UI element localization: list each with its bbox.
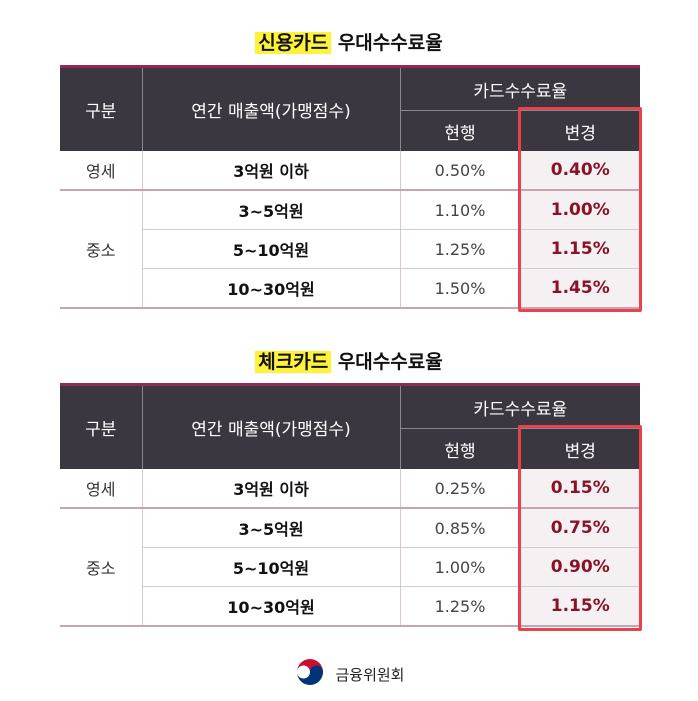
category-cell: 중소 bbox=[60, 190, 143, 309]
header-category: 구분 bbox=[60, 384, 142, 469]
table-row: 10~30억원 1.50% 1.45% bbox=[60, 268, 640, 309]
credit-card-rate-table: 구분 연간 매출액(가맹점수) 카드수수료율 현행 변경 영세 3억원 이하 0… bbox=[60, 65, 640, 309]
credit-card-title-highlight: 신용카드 bbox=[255, 32, 332, 54]
revenue-cell: 3~5억원 bbox=[142, 190, 401, 230]
current-rate-cell: 1.25% bbox=[400, 229, 521, 269]
header-revenue: 연간 매출액(가맹점수) bbox=[141, 384, 400, 469]
changed-rate-cell: 1.15% bbox=[520, 229, 640, 269]
changed-rate-cell: 0.90% bbox=[520, 547, 640, 587]
current-rate-cell: 0.25% bbox=[400, 469, 521, 509]
changed-rate-cell: 0.15% bbox=[520, 469, 640, 509]
changed-rate-cell: 1.00% bbox=[520, 190, 640, 230]
table-row: 5~10억원 1.25% 1.15% bbox=[60, 229, 640, 269]
table-row: 5~10억원 1.00% 0.90% bbox=[60, 547, 640, 587]
check-card-title-highlight: 체크카드 bbox=[255, 351, 332, 373]
revenue-cell: 3억원 이하 bbox=[142, 151, 401, 191]
table-row: 중소 3~5억원 1.10% 1.00% bbox=[60, 190, 640, 309]
header-category: 구분 bbox=[60, 66, 142, 151]
revenue-cell: 3~5억원 bbox=[142, 508, 401, 548]
changed-rate-cell: 1.15% bbox=[520, 586, 640, 627]
check-card-rate-table: 구분 연간 매출액(가맹점수) 카드수수료율 현행 변경 영세 3억원 이하 0… bbox=[60, 383, 640, 627]
changed-rate-cell: 0.40% bbox=[520, 151, 640, 191]
current-rate-cell: 1.10% bbox=[400, 190, 521, 230]
revenue-cell: 10~30억원 bbox=[142, 268, 401, 309]
category-cell: 영세 bbox=[60, 151, 143, 191]
table-row: 10~30억원 1.25% 1.15% bbox=[60, 586, 640, 627]
category-cell: 영세 bbox=[60, 469, 143, 509]
credit-card-title-rest: 우대수수료율 bbox=[331, 32, 443, 54]
category-cell: 중소 bbox=[60, 508, 143, 627]
header-changed: 변경 bbox=[519, 110, 640, 151]
footer: 금융위원회 bbox=[0, 652, 698, 696]
table-row: 중소 3~5억원 0.85% 0.75% bbox=[60, 508, 640, 627]
check-card-title-rest: 우대수수료율 bbox=[331, 351, 443, 373]
header-current: 현행 bbox=[399, 110, 520, 151]
revenue-cell: 3억원 이하 bbox=[142, 469, 401, 509]
check-card-title: 체크카드 우대수수료율 bbox=[0, 347, 698, 374]
revenue-cell: 5~10억원 bbox=[142, 229, 401, 269]
header-changed: 변경 bbox=[519, 428, 640, 469]
revenue-cell: 5~10억원 bbox=[142, 547, 401, 587]
changed-rate-cell: 1.45% bbox=[520, 268, 640, 309]
header-current: 현행 bbox=[399, 428, 520, 469]
current-rate-cell: 1.25% bbox=[400, 586, 521, 627]
table-row: 영세 3억원 이하 0.50% 0.40% bbox=[60, 151, 640, 191]
credit-card-title: 신용카드 우대수수료율 bbox=[0, 28, 698, 55]
current-rate-cell: 1.50% bbox=[400, 268, 521, 309]
taegeuk-emblem-icon bbox=[293, 655, 327, 693]
header-revenue: 연간 매출액(가맹점수) bbox=[141, 66, 400, 151]
header-rate-group: 카드수수료율 bbox=[399, 66, 640, 111]
revenue-cell: 10~30억원 bbox=[142, 586, 401, 627]
table-row: 영세 3억원 이하 0.25% 0.15% bbox=[60, 469, 640, 509]
current-rate-cell: 0.50% bbox=[400, 151, 521, 191]
current-rate-cell: 1.00% bbox=[400, 547, 521, 587]
current-rate-cell: 0.85% bbox=[400, 508, 521, 548]
header-rate-group: 카드수수료율 bbox=[399, 384, 640, 429]
changed-rate-cell: 0.75% bbox=[520, 508, 640, 548]
organization-name: 금융위원회 bbox=[335, 665, 405, 684]
